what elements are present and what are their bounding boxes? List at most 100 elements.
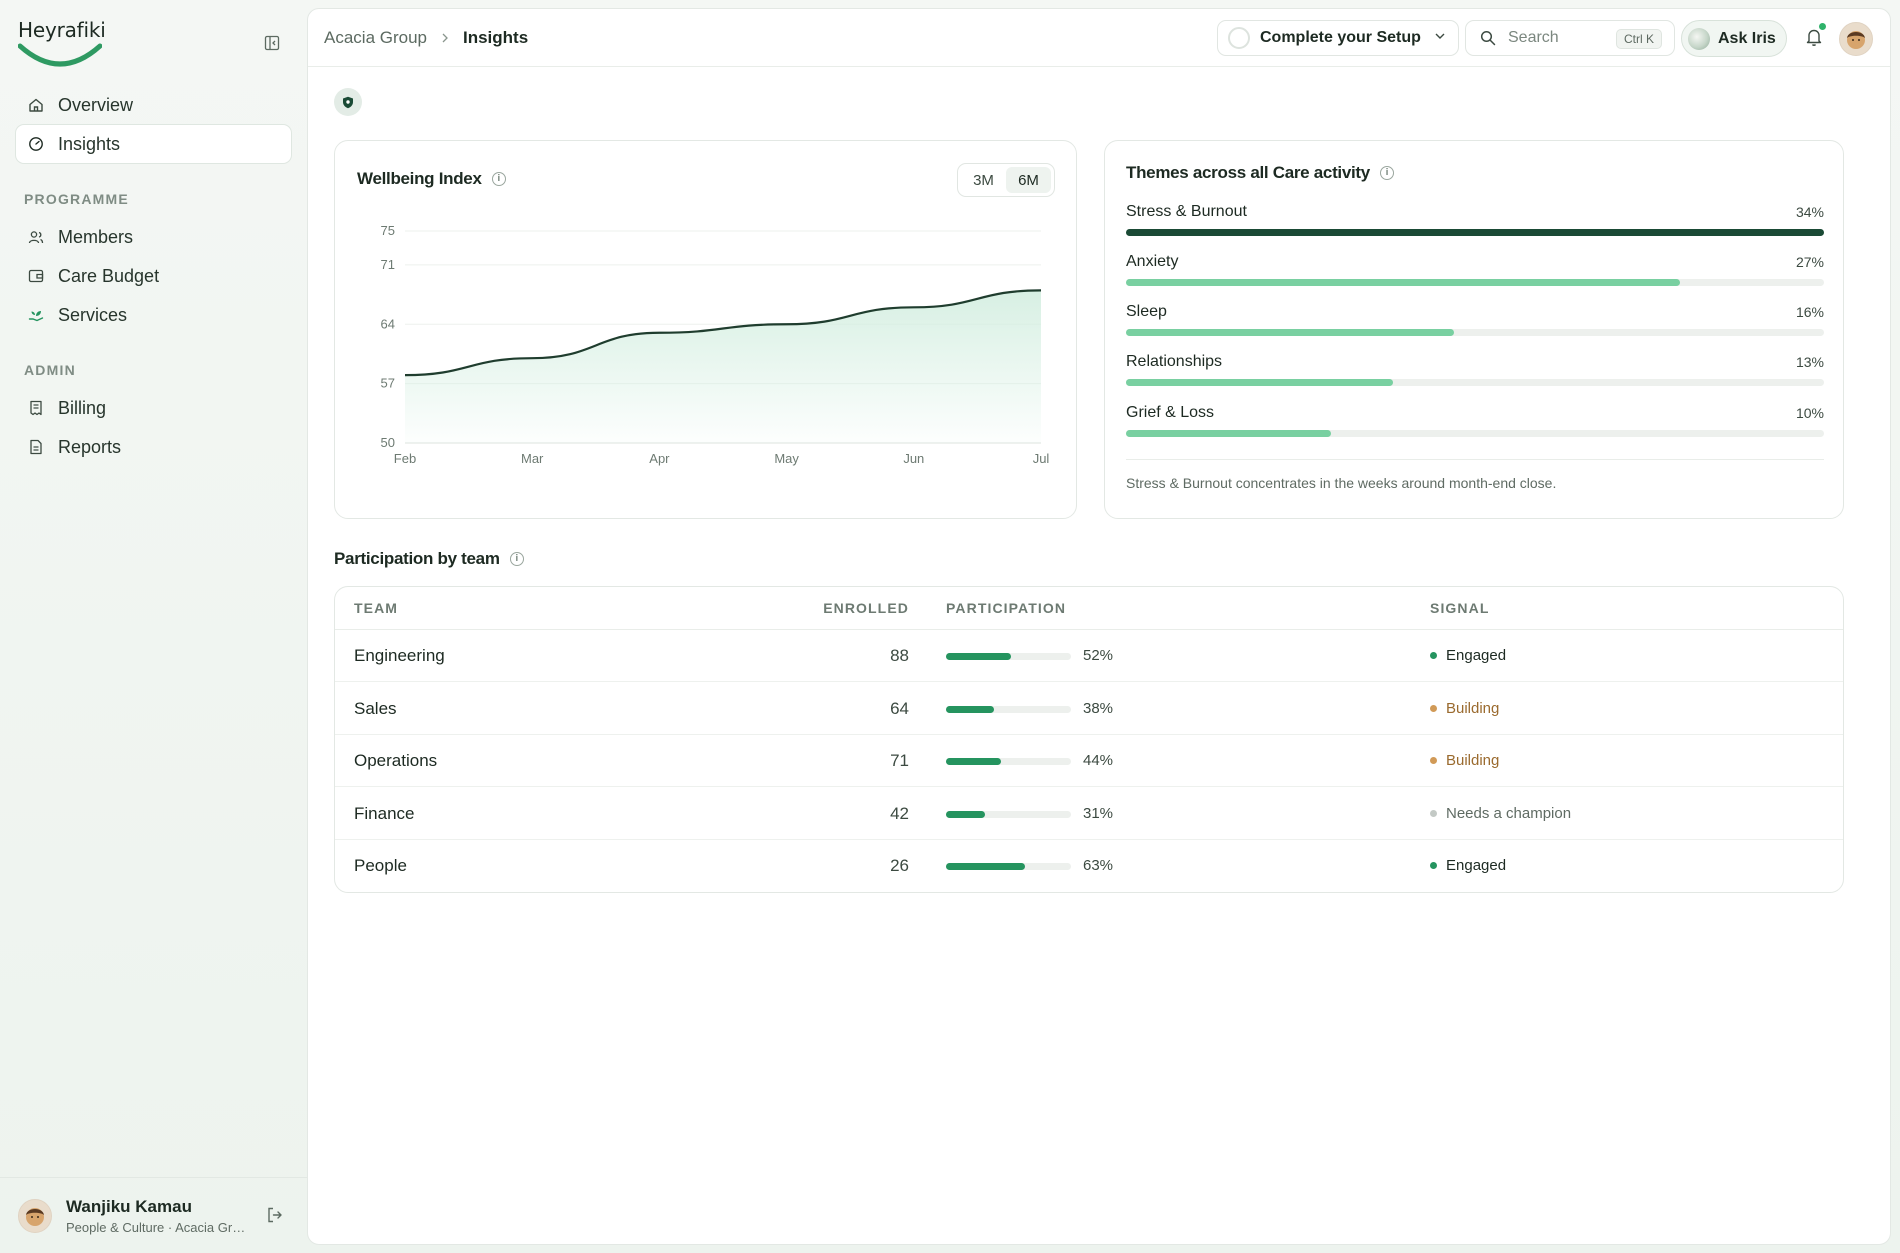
signal-badge: Building (1430, 752, 1499, 769)
column-header-enrolled[interactable]: ENROLLED (823, 600, 909, 616)
sidebar-item-reports[interactable]: Reports (16, 428, 291, 466)
theme-percent: 10% (1795, 405, 1824, 421)
notifications-button[interactable] (1805, 22, 1827, 52)
range-option-6m[interactable]: 6M (1006, 167, 1051, 193)
participation-percent: 31% (1083, 804, 1114, 822)
series-area (405, 290, 1041, 443)
enrolled-count: 42 (890, 803, 909, 823)
table-header: TEAM ENROLLED PARTICIPATION SIGNAL (335, 587, 1843, 630)
column-header-participation[interactable]: PARTICIPATION (946, 600, 1067, 616)
brand-logo[interactable]: Heyrafiki (18, 18, 128, 70)
wallet-icon (28, 269, 44, 283)
sidebar-item-services[interactable]: Services (16, 296, 291, 334)
participation-percent: 38% (1083, 699, 1114, 717)
chevron-down-icon (1435, 33, 1445, 39)
info-icon[interactable]: i (491, 172, 506, 186)
theme-bar-track (1126, 279, 1824, 286)
table-row[interactable]: Finance 42 31% Needs a champion (335, 788, 1843, 840)
sidebar-item-label: Insights (58, 133, 121, 154)
participation-percent: 44% (1083, 752, 1114, 769)
user-role: People & Culture · Acacia Group (66, 1219, 246, 1235)
column-header-signal[interactable]: SIGNAL (1430, 600, 1490, 616)
section-label-admin: ADMIN (24, 362, 76, 378)
x-tick-label: Jul (1033, 451, 1050, 466)
x-tick-label: Jun (903, 451, 924, 466)
complete-setup-button[interactable]: Complete your Setup (1217, 20, 1459, 56)
logout-button[interactable] (266, 1206, 284, 1229)
participation-bar-track (946, 653, 1071, 660)
brand-name-text: Heyrafiki (18, 18, 106, 42)
logout-icon (268, 1207, 282, 1223)
ask-iris-button[interactable]: Ask Iris (1681, 20, 1787, 57)
info-icon[interactable]: i (509, 552, 524, 566)
enrolled-count: 26 (890, 856, 909, 875)
user-profile[interactable]: Wanjiku Kamau People & Culture · Acacia … (0, 1177, 307, 1253)
themes-title-text: Themes across all Care activity (1126, 163, 1370, 182)
document-icon (30, 439, 42, 455)
participation-bar-track (946, 705, 1071, 713)
participation-bar-fill (946, 810, 985, 818)
participation-bar-fill (946, 758, 1001, 765)
avatar-face-icon (26, 1207, 44, 1226)
collapse-sidebar-button[interactable] (261, 32, 283, 54)
brand-name: Heyrafiki (18, 18, 128, 42)
sidebar-item-label: Overview (58, 94, 134, 115)
notification-dot (1818, 22, 1827, 31)
sidebar-item-insights[interactable]: Insights (16, 125, 291, 163)
sidebar-item-care-budget[interactable]: Care Budget (16, 257, 291, 295)
privacy-shield-badge[interactable] (334, 88, 362, 116)
theme-label: Stress & Burnout (1126, 203, 1247, 220)
theme-bar-track (1126, 379, 1824, 386)
table-row[interactable]: Sales 64 38% Building (335, 683, 1843, 735)
participation-bar-fill (946, 653, 1011, 660)
theme-bar-fill (1126, 430, 1332, 437)
team-name: People (354, 856, 407, 875)
theme-percent: 16% (1795, 304, 1824, 320)
setup-label: Complete your Setup (1260, 29, 1421, 46)
bell-icon (1806, 29, 1822, 46)
theme-bar-track (1126, 229, 1824, 236)
participation-bar-fill (946, 705, 994, 713)
signal-label: Engaged (1446, 647, 1507, 664)
participation-bar-track (946, 810, 1071, 818)
signal-dot (1430, 809, 1437, 817)
user-info: Wanjiku Kamau People & Culture · Acacia … (66, 1197, 246, 1235)
enrolled-count: 64 (890, 698, 909, 718)
theme-row: Relationships 13% (1126, 353, 1824, 386)
range-option-3m[interactable]: 3M (973, 171, 994, 189)
divider (1126, 459, 1824, 460)
enrolled-count: 71 (890, 751, 909, 770)
breadcrumb: Acacia Group Insights (324, 28, 528, 48)
column-header-team[interactable]: TEAM (354, 600, 399, 616)
table-row[interactable]: People 26 63% Engaged (335, 840, 1843, 892)
signal-dot (1430, 757, 1437, 764)
sidebar-item-billing[interactable]: Billing (16, 389, 291, 427)
avatar[interactable] (1839, 22, 1873, 56)
theme-bar-fill (1126, 329, 1455, 336)
breadcrumb-current: Insights (463, 28, 529, 47)
x-tick-label: Apr (649, 451, 670, 466)
wellbeing-title-text: Wellbeing Index (357, 169, 482, 188)
theme-label: Grief & Loss (1126, 404, 1215, 421)
wellbeing-index-card: Wellbeing Index i 3M 6M 50 57 64 71 75 Feb Mar… (334, 140, 1077, 519)
theme-row: Stress & Burnout 34% (1126, 203, 1824, 236)
user-name: Wanjiku Kamau (66, 1196, 192, 1216)
breadcrumb-organisation[interactable]: Acacia Group (324, 28, 427, 47)
theme-label: Relationships (1126, 353, 1223, 370)
sidebar-item-overview[interactable]: Overview (16, 86, 291, 124)
table-row[interactable]: Engineering 88 52% Engaged (335, 630, 1843, 682)
theme-percent: 27% (1795, 254, 1824, 270)
info-icon[interactable]: i (1379, 166, 1394, 180)
signal-label: Building (1446, 699, 1500, 717)
search-input[interactable]: Search Ctrl K (1465, 20, 1675, 56)
theme-row: Grief & Loss 10% (1126, 404, 1824, 437)
participation-percent: 63% (1083, 857, 1114, 874)
shield-icon (343, 96, 353, 108)
sidebar-toggle-icon (264, 35, 280, 51)
table-row[interactable]: Operations 71 44% Building (335, 735, 1843, 787)
enrolled-count: 88 (890, 646, 909, 665)
sidebar-item-label: Reports (58, 436, 122, 457)
topbar: Acacia Group Insights Complete your Setu… (308, 9, 1890, 67)
participation-table: TEAM ENROLLED PARTICIPATION SIGNAL Engin… (334, 586, 1844, 893)
sidebar-item-members[interactable]: Members (16, 218, 291, 256)
